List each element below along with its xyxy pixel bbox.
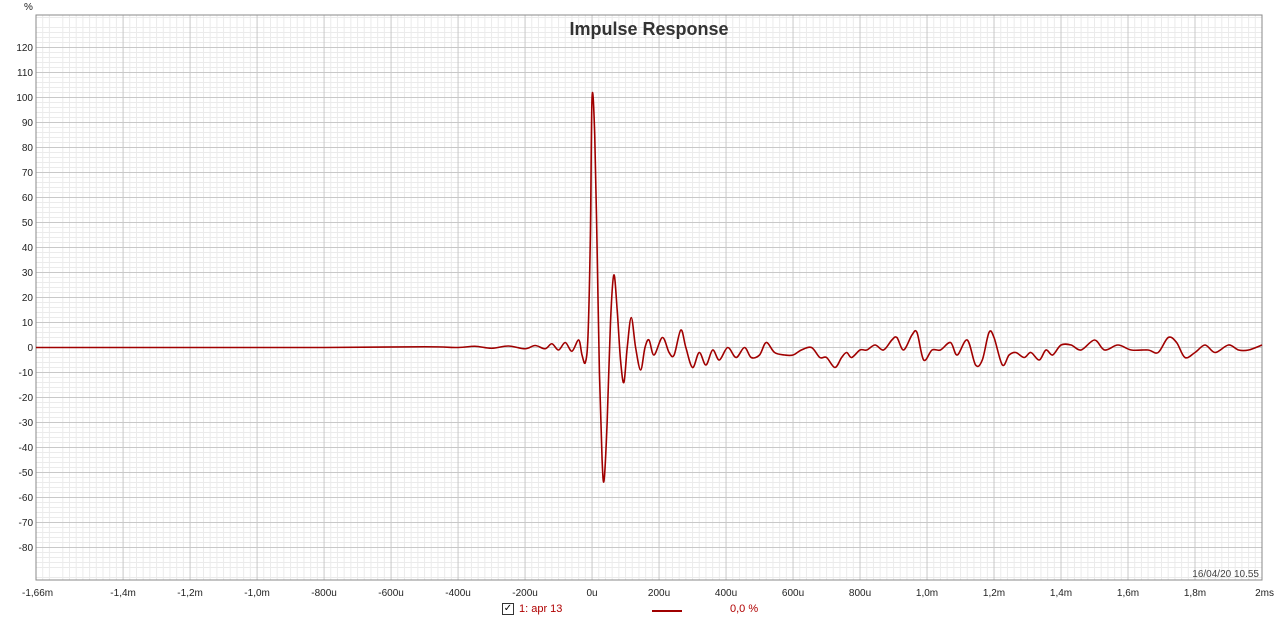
- x-tick-label: 1,2m: [983, 588, 1005, 599]
- x-axis-ticks: -1,66m -1,4m -1,2m -1,0m -800u -600u -400u -200…: [22, 588, 1274, 599]
- x-tick-label: 400u: [715, 588, 737, 599]
- chart-title: Impulse Response: [569, 19, 728, 39]
- x-tick-label: -200u: [512, 588, 538, 599]
- y-tick-label: 70: [22, 168, 34, 179]
- x-tick-label: -1,0m: [244, 588, 270, 599]
- y-tick-label: -20: [19, 393, 34, 404]
- legend-visibility-checkbox[interactable]: ✓: [502, 603, 514, 615]
- legend-entry-name: 1: apr 13: [519, 603, 563, 615]
- y-tick-label: 90: [22, 118, 34, 129]
- y-tick-label: 10: [22, 318, 34, 329]
- legend-line-swatch: [652, 610, 682, 612]
- y-tick-label: 0: [27, 343, 33, 354]
- y-tick-label: -50: [19, 468, 34, 479]
- x-tick-label: -1,66m: [22, 588, 53, 599]
- x-tick-label: 1,8m: [1184, 588, 1206, 599]
- y-axis-unit-label: %: [24, 2, 33, 13]
- y-tick-label: -10: [19, 368, 34, 379]
- y-tick-label: 60: [22, 193, 34, 204]
- x-tick-label: 1,4m: [1050, 588, 1072, 599]
- x-tick-label: -1,4m: [110, 588, 136, 599]
- timestamp-annotation: 16/04/20 10.55: [1192, 569, 1259, 580]
- y-tick-label: -70: [19, 518, 34, 529]
- plot-frame: [35, 14, 1263, 581]
- x-tick-label: -600u: [378, 588, 404, 599]
- y-tick-label: 30: [22, 268, 34, 279]
- x-tick-label: 0u: [586, 588, 597, 599]
- x-tick-label: 1,6m: [1117, 588, 1139, 599]
- y-tick-label: 100: [16, 93, 33, 104]
- x-tick-label: -400u: [445, 588, 471, 599]
- x-tick-label: -800u: [311, 588, 337, 599]
- x-tick-label: 800u: [849, 588, 871, 599]
- major-grid: [36, 15, 1262, 580]
- x-tick-label: 1,0m: [916, 588, 938, 599]
- y-tick-label: -80: [19, 543, 34, 554]
- y-tick-label: 20: [22, 293, 34, 304]
- y-tick-label: 110: [17, 68, 33, 79]
- y-tick-label: 120: [16, 43, 33, 54]
- legend-entry-value: 0,0 %: [730, 603, 759, 615]
- x-tick-label: 2ms: [1255, 588, 1274, 599]
- y-tick-label: 40: [22, 243, 34, 254]
- y-tick-label: 80: [22, 143, 34, 154]
- legend: ✓ 1: apr 13 0,0 %: [0, 601, 1280, 625]
- y-tick-label: -30: [19, 418, 34, 429]
- x-tick-label: 200u: [648, 588, 670, 599]
- x-tick-label: -1,2m: [177, 588, 203, 599]
- y-tick-label: 50: [22, 218, 34, 229]
- series-line-apr13: [36, 91, 1263, 483]
- y-tick-label: -60: [19, 493, 34, 504]
- x-tick-label: 600u: [782, 588, 804, 599]
- y-axis-ticks: 1201101009080706050403020100-10-20-30-40…: [16, 43, 33, 554]
- y-tick-label: -40: [19, 443, 34, 454]
